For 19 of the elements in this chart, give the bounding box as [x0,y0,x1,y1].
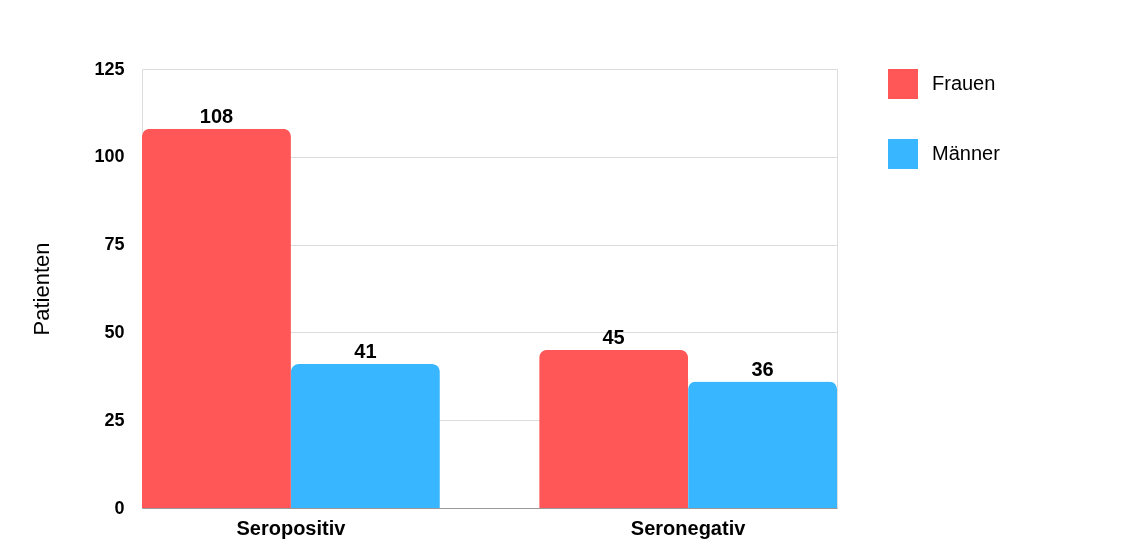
bar [688,381,837,508]
y-tick-label: 25 [104,409,125,430]
y-tick-label: 125 [94,58,125,79]
x-tick-label: Seronegativ [630,516,747,539]
x-tick-label: Seropositiv [236,516,347,539]
data-label: 45 [602,325,625,348]
data-label: 108 [199,104,234,127]
data-label: 41 [354,340,377,363]
legend-label: Frauen [932,72,996,94]
bar [142,128,291,508]
bar [290,364,440,508]
bar [539,349,689,508]
y-tick-label: 50 [104,321,125,342]
y-tick-label: 0 [114,497,125,518]
y-tick-label: 100 [94,146,125,167]
y-tick-label: 75 [104,234,125,255]
legend-label: Männer [932,142,1001,164]
data-label: 36 [751,357,774,380]
y-axis-title: Patienten [29,242,55,336]
